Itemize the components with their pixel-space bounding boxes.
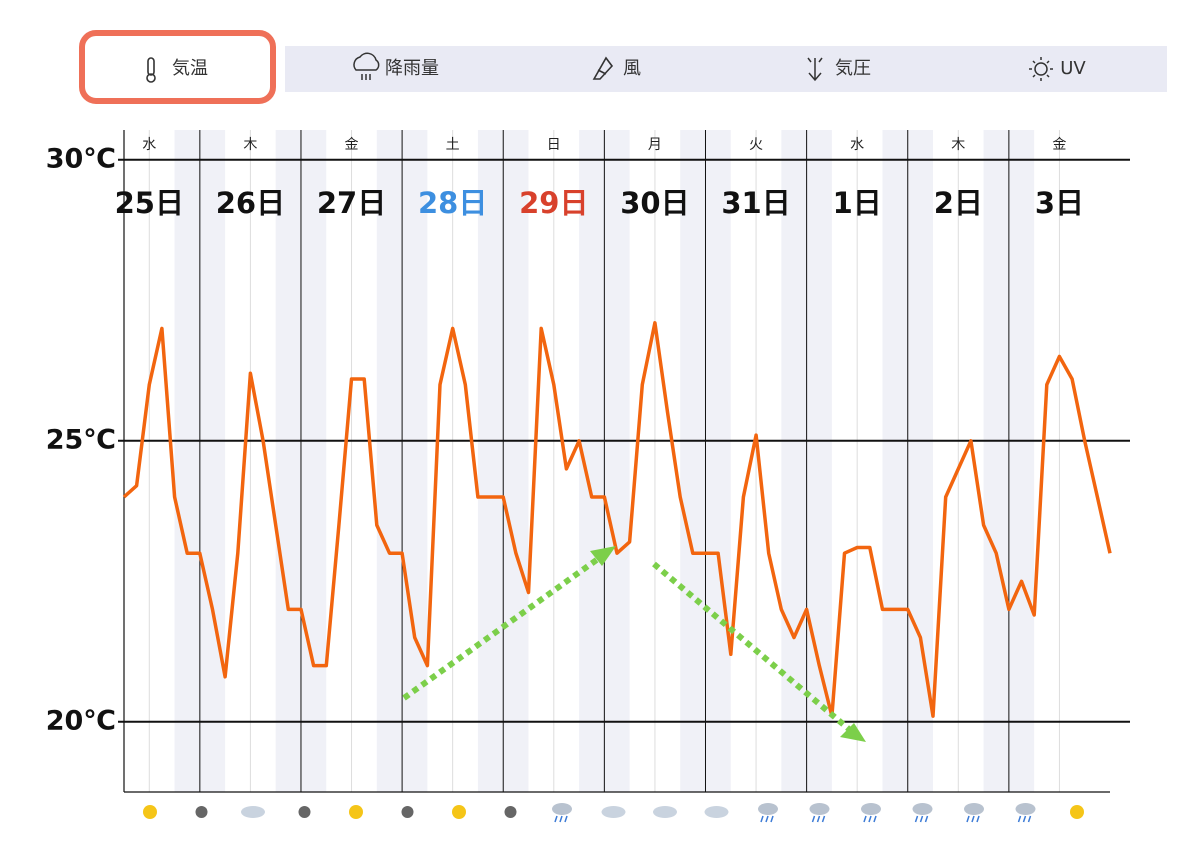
y-tick-label: 30℃ <box>46 143 116 174</box>
tab-icon-pressure <box>807 57 823 82</box>
weekday-label: 水 <box>850 137 864 153</box>
weekday-label: 金 <box>1052 137 1066 153</box>
tab-icon-wind <box>592 56 614 80</box>
weather-icon <box>349 805 363 819</box>
temperature-line <box>122 321 1112 718</box>
tab-label[interactable]: 気圧 <box>835 58 871 79</box>
weather-icon <box>401 806 414 818</box>
weekday-label: 金 <box>345 137 359 153</box>
weather-icon <box>1070 805 1084 819</box>
weather-icon <box>554 815 568 823</box>
tab-icon-sun <box>1029 57 1053 81</box>
weather-icon <box>758 803 778 815</box>
tab-label[interactable]: UV <box>1060 58 1086 79</box>
weather-icon <box>1017 815 1032 823</box>
tab-icon-rain <box>353 52 380 80</box>
tab-label[interactable]: 気温 <box>172 58 208 79</box>
weather-icon <box>195 806 208 818</box>
tab-icon-thermometer <box>146 57 156 83</box>
tab-selected[interactable] <box>79 30 276 104</box>
weather-icon <box>914 815 929 823</box>
weather-icon <box>143 805 157 819</box>
date-label: 27日 <box>317 186 386 220</box>
date-label: 2日 <box>934 186 983 220</box>
date-label: 1日 <box>833 186 882 220</box>
date-label: 28日 <box>418 186 487 220</box>
weather-icon <box>811 815 826 823</box>
date-label: 29日 <box>519 186 588 220</box>
weather-icon <box>964 803 984 815</box>
weather-icon <box>966 815 980 823</box>
weekday-label: 土 <box>446 137 460 153</box>
weather-icon <box>653 806 677 818</box>
date-label: 30日 <box>620 186 689 220</box>
weather-icon <box>1015 803 1036 815</box>
trend-arrows <box>402 546 866 742</box>
weather-icon <box>760 815 774 823</box>
date-label: 26日 <box>216 186 285 220</box>
weather-icon <box>809 803 830 815</box>
weather-icon <box>552 803 572 815</box>
date-label: 3日 <box>1035 186 1084 220</box>
weather-icon <box>912 803 933 815</box>
weekday-label: 木 <box>951 137 965 153</box>
tab-label[interactable]: 降雨量 <box>385 58 439 79</box>
weather-icon <box>452 805 466 819</box>
y-tick-label: 20℃ <box>46 705 116 736</box>
weather-icon <box>241 806 265 818</box>
weather-icon <box>298 806 311 818</box>
date-label: 25日 <box>115 186 184 220</box>
plot: 水 25日 木 26日 金 27日 土 28日 日 29日 月 30日 火 31日 水 1日 木 2日 金 3日 20℃… <box>46 130 1130 823</box>
weekday-label: 日 <box>547 137 561 153</box>
weekday-label: 月 <box>648 137 662 153</box>
weather-icon <box>704 806 729 818</box>
weekday-label: 木 <box>243 137 257 153</box>
date-label: 31日 <box>721 186 790 220</box>
weather-icon <box>504 806 517 818</box>
weather-icon <box>863 815 877 823</box>
tab-bar <box>285 46 1167 92</box>
weather-icon <box>601 806 626 818</box>
tab-label[interactable]: 風 <box>623 58 641 79</box>
weekday-label: 火 <box>749 137 763 153</box>
weekday-label: 水 <box>142 137 156 153</box>
weather-icon <box>861 803 881 815</box>
y-tick-label: 25℃ <box>46 424 116 455</box>
